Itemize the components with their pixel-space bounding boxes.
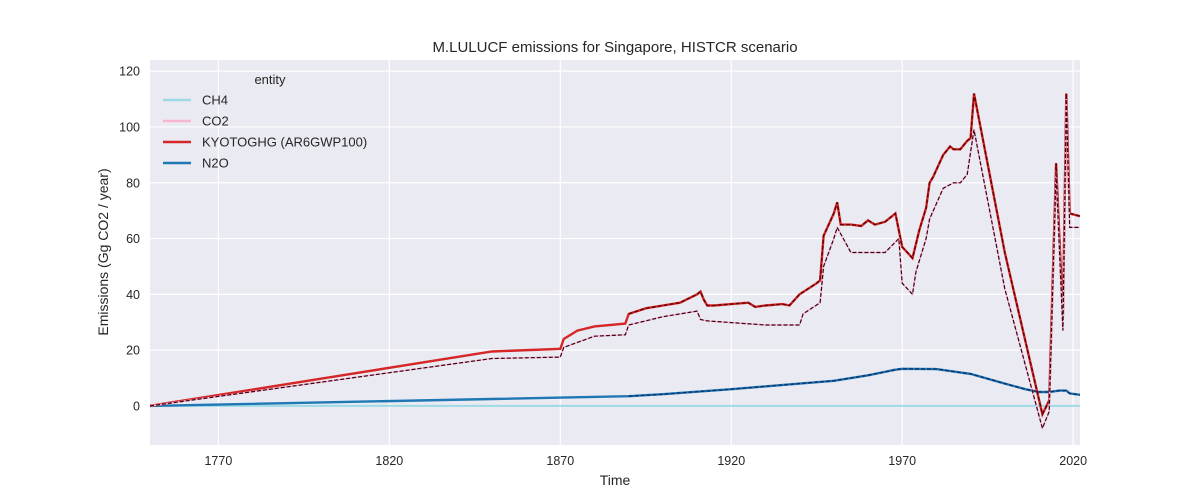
series-overlay-co2 bbox=[150, 99, 1080, 431]
x-tick-label: 2020 bbox=[1059, 454, 1087, 468]
y-tick-label: 0 bbox=[133, 399, 140, 413]
legend-entry-label: N2O bbox=[202, 156, 229, 171]
y-tick-label: 40 bbox=[126, 288, 140, 302]
series-overlay-kyotoghg bbox=[628, 93, 1080, 417]
series-overlay-n2o bbox=[628, 368, 1080, 397]
y-tick-label: 120 bbox=[119, 65, 140, 79]
legend-title: entity bbox=[254, 72, 286, 87]
y-tick-label: 100 bbox=[119, 120, 140, 134]
x-tick-label: 1820 bbox=[375, 454, 403, 468]
legend-entry-label: KYOTOGHG (AR6GWP100) bbox=[202, 135, 367, 150]
y-axis-label: Emissions (Gg CO2 / year) bbox=[95, 168, 111, 335]
y-tick-label: 60 bbox=[126, 232, 140, 246]
legend-entry-label: CO2 bbox=[202, 114, 229, 129]
x-tick-label: 1770 bbox=[204, 454, 232, 468]
y-tick-label: 80 bbox=[126, 176, 140, 190]
chart-title: M.LULUCF emissions for Singapore, HISTCR… bbox=[432, 39, 797, 56]
legend: entity CH4 CO2 KYOTOGHG (AR6GWP100) N2O bbox=[163, 72, 367, 171]
legend-entry-label: CH4 bbox=[202, 93, 228, 108]
y-axis-ticks: 0 20 40 60 80 100 120 bbox=[119, 65, 140, 414]
x-tick-label: 1870 bbox=[546, 454, 574, 468]
x-axis-ticks: 1770 1820 1870 1920 1970 2020 bbox=[204, 454, 1087, 468]
x-tick-label: 1970 bbox=[888, 454, 916, 468]
x-tick-label: 1920 bbox=[717, 454, 745, 468]
series-lines bbox=[150, 93, 1080, 431]
x-axis-label: Time bbox=[600, 472, 631, 488]
y-tick-label: 20 bbox=[126, 344, 140, 358]
